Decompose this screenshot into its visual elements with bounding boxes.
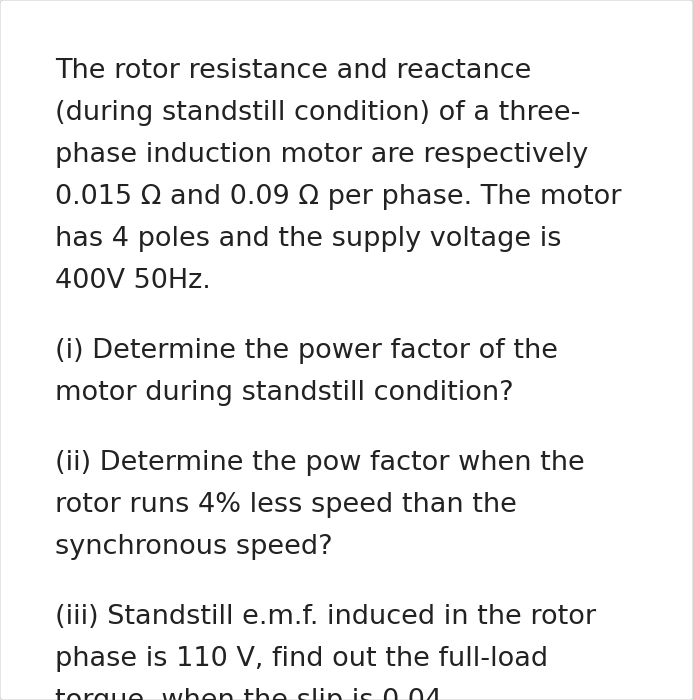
Text: has 4 poles and the supply voltage is: has 4 poles and the supply voltage is bbox=[55, 226, 561, 252]
Text: motor during standstill condition?: motor during standstill condition? bbox=[55, 380, 514, 406]
Text: (during standstill condition) of a three-: (during standstill condition) of a three… bbox=[55, 100, 581, 126]
Text: (iii) Standstill e.m.f. induced in the rotor: (iii) Standstill e.m.f. induced in the r… bbox=[55, 604, 596, 630]
Text: phase is 110 V, find out the full-load: phase is 110 V, find out the full-load bbox=[55, 646, 548, 672]
Text: rotor runs 4% less speed than the: rotor runs 4% less speed than the bbox=[55, 492, 517, 518]
Text: synchronous speed?: synchronous speed? bbox=[55, 534, 333, 560]
Text: phase induction motor are respectively: phase induction motor are respectively bbox=[55, 142, 588, 168]
Text: (ii) Determine the pow factor when the: (ii) Determine the pow factor when the bbox=[55, 450, 585, 476]
Text: 400V 50Hz.: 400V 50Hz. bbox=[55, 268, 211, 294]
Text: torque, when the slip is 0.04.: torque, when the slip is 0.04. bbox=[55, 688, 450, 700]
Text: The rotor resistance and reactance: The rotor resistance and reactance bbox=[55, 58, 532, 84]
Text: (i) Determine the power factor of the: (i) Determine the power factor of the bbox=[55, 338, 558, 364]
Text: 0.015 Ω and 0.09 Ω per phase. The motor: 0.015 Ω and 0.09 Ω per phase. The motor bbox=[55, 184, 622, 210]
